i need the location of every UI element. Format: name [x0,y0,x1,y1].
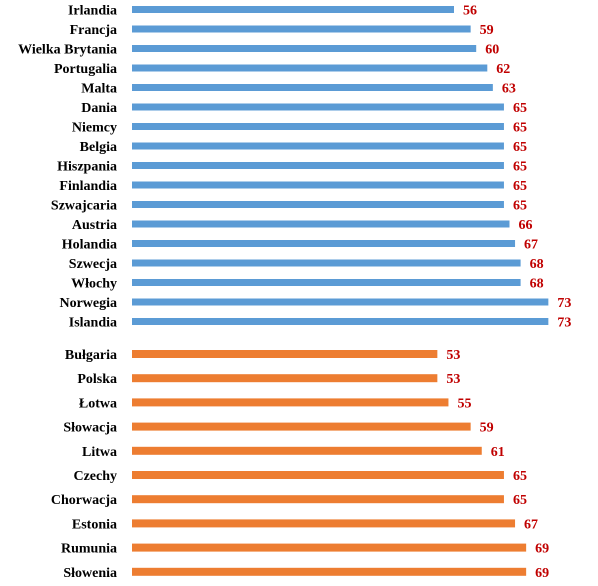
bar-belgia [132,142,504,150]
value-label: 67 [524,238,538,253]
bar-holandia [132,240,516,247]
value-label: 65 [513,199,527,214]
value-label: 53 [446,372,460,387]
western-countries-group: Irlandia 56 Francja 59 Wielka Brytania 60 Port… [18,4,571,331]
value-label: 65 [513,493,527,508]
category-label: Słowacja [63,421,117,436]
value-label: 65 [513,101,527,116]
eastern-countries-group: Bułgaria 53 Polska 53 Łotwa 55 Słowacja 59 Litwa… [51,348,549,581]
category-label: Łotwa [79,396,117,411]
value-label: 62 [496,62,510,77]
value-label: 63 [502,82,516,97]
category-label: Norwegia [59,296,117,311]
bar-rumunia [132,543,527,552]
category-label: Polska [77,372,117,387]
category-label: Szwajcaria [51,199,117,214]
bar-dania [132,103,504,111]
bar-szwecja [132,259,521,267]
category-label: Islandia [69,316,117,331]
value-label: 56 [463,4,477,19]
bar-polska [132,374,438,383]
bar-szwajcaria [132,201,504,208]
value-label: 68 [530,257,544,272]
category-label: Niemcy [72,121,117,136]
category-label: Włochy [71,277,117,292]
category-label: Rumunia [61,542,117,557]
bar-czechy [132,471,504,479]
bar-włochy [132,279,521,286]
bar-łotwa [132,398,449,407]
bar-litwa [132,446,482,455]
value-label: 65 [513,160,527,175]
value-label: 67 [524,517,538,532]
category-label: Portugalia [54,62,117,77]
category-label: Austria [72,218,117,233]
bar-irlandia [132,6,454,13]
bar-hiszpania [132,162,504,169]
value-label: 69 [535,566,549,581]
value-label: 73 [557,316,571,331]
category-label: Słowenia [63,566,117,581]
bar-słowenia [132,567,527,576]
bar-francja [132,25,471,33]
value-label: 55 [457,396,471,411]
category-label: Szwecja [69,257,117,272]
bar-islandia [132,318,549,325]
category-label: Francja [70,23,117,38]
value-label: 53 [446,348,460,363]
value-label: 66 [519,218,533,233]
bar-portugalia [132,64,488,72]
value-label: 65 [513,140,527,155]
value-label: 73 [557,296,571,311]
bar-niemcy [132,123,504,130]
category-label: Finlandia [59,179,117,194]
category-label: Litwa [82,445,117,460]
category-label: Czechy [73,469,117,484]
value-label: 65 [513,469,527,484]
category-label: Irlandia [68,4,117,19]
bar-norwegia [132,298,549,306]
bar-austria [132,220,510,228]
value-label: 59 [480,421,494,436]
category-label: Dania [81,101,117,116]
value-label: 65 [513,121,527,136]
bar-finlandia [132,181,504,189]
value-label: 69 [535,542,549,557]
category-label: Bułgaria [65,348,117,363]
category-label: Wielka Brytania [18,43,117,58]
value-label: 68 [530,277,544,292]
category-label: Belgia [80,140,117,155]
category-label: Hiszpania [57,160,117,175]
bar-malta [132,84,493,91]
category-label: Estonia [72,517,117,532]
value-label: 60 [485,43,499,58]
value-label: 61 [491,445,505,460]
category-label: Malta [81,82,117,97]
bar-estonia [132,519,516,528]
category-label: Holandia [62,238,117,253]
bar-bułgaria [132,350,438,358]
bar-chorwacja [132,495,504,504]
bar-wielka-brytania [132,45,477,52]
value-label: 65 [513,179,527,194]
bar-słowacja [132,422,471,431]
value-label: 59 [480,23,494,38]
category-label: Chorwacja [51,493,117,508]
